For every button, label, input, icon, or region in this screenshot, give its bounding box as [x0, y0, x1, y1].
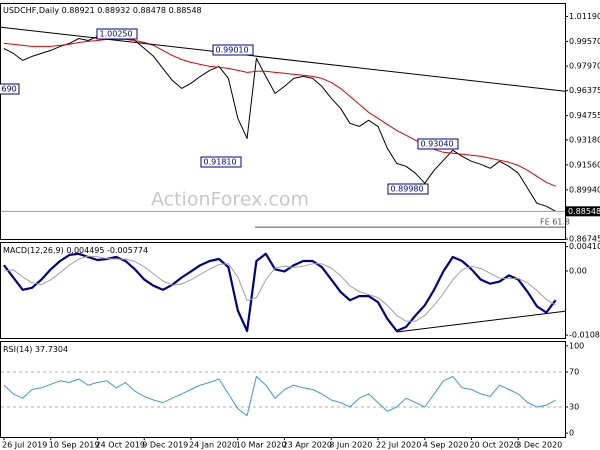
series-line — [3, 38, 556, 187]
y-tick-label: 0.96375 — [569, 86, 600, 95]
series-line — [3, 34, 556, 212]
annotation-label: 690 — [2, 85, 17, 94]
x-tick-label: 23 Apr 2020 — [283, 441, 332, 450]
low: 0.88478 — [133, 6, 166, 15]
series-line — [3, 255, 556, 322]
y-tick-label: 0.89940 — [569, 185, 600, 194]
annotation-box — [200, 156, 242, 168]
x-tick-label: 26 Jul 2019 — [2, 441, 47, 450]
annotation-label: 0.91810 — [204, 158, 237, 167]
y-tick-label: -0.010833 — [569, 331, 600, 340]
y-tick-label: 70 — [569, 368, 579, 377]
rsi-panel — [0, 341, 566, 438]
x-tick-label: 9 Dec 2019 — [142, 441, 188, 450]
macd-header: MACD(12,26,9) 0.004495 -0.005774 — [3, 246, 148, 255]
high: 0.88932 — [97, 6, 130, 15]
signal-value: -0.005774 — [107, 246, 148, 255]
x-tick-label: 24 Jan 2020 — [189, 441, 237, 450]
macd-panel — [0, 242, 566, 339]
watermark: ActionForex.com — [151, 189, 309, 211]
annotation-box — [387, 183, 429, 195]
x-tick-label: 24 Oct 2019 — [96, 441, 145, 450]
x-tick-label: 4 Sep 2020 — [423, 441, 469, 450]
y-tick-label: 0.91560 — [569, 160, 600, 169]
fe-label: FE 61.8 — [540, 218, 570, 227]
x-tick-label: 3 Dec 2020 — [516, 441, 562, 450]
y-tick-label: 100 — [569, 341, 584, 350]
annotation-box — [212, 44, 254, 56]
last-price-box — [566, 206, 600, 217]
price-header: USDCHF,Daily 0.88921 0.88932 0.88478 0.8… — [3, 6, 202, 15]
y-tick-label: 0.86745 — [569, 235, 600, 244]
y-tick-label: 1.01190 — [569, 12, 600, 21]
annotation-label: 0.99010 — [216, 46, 249, 55]
annotation-label: 1.00250 — [100, 30, 133, 39]
annotation-box — [417, 138, 459, 150]
open: 0.88921 — [62, 6, 95, 15]
annotation-label: 0.89980 — [391, 185, 424, 194]
x-tick-label: 20 Oct 2020 — [470, 441, 519, 450]
y-tick-label: 0.94755 — [569, 111, 600, 120]
y-tick-label: 0.00 — [569, 266, 587, 275]
macd-title: MACD(12,26,9) — [3, 246, 64, 255]
series-line — [3, 252, 557, 333]
y-tick-label: 0.97970 — [569, 62, 600, 71]
price-panel — [0, 3, 566, 240]
rsi-value: 37.7304 — [35, 345, 68, 354]
y-tick-label: 0.93180 — [569, 135, 600, 144]
y-tick-label: 30 — [569, 402, 579, 411]
x-tick-label: 8 Jun 2020 — [329, 441, 372, 450]
macd-value: 0.004495 — [66, 246, 104, 255]
rsi-header: RSI(14) 37.7304 — [3, 345, 68, 354]
trendline — [0, 26, 566, 92]
support-line — [396, 310, 566, 333]
x-tick-label: 22 Jul 2020 — [376, 441, 421, 450]
x-tick-label: 10 Mar 2020 — [236, 441, 287, 450]
close: 0.88548 — [169, 6, 202, 15]
annotation-label: 0.93040 — [421, 140, 454, 149]
annotation-box — [0, 83, 20, 95]
y-tick-label: 0.004101 — [569, 242, 600, 251]
symbol: USDCHF,Daily — [3, 6, 59, 15]
rsi-title: RSI(14) — [3, 345, 32, 354]
x-tick-label: 10 Sep 2019 — [49, 441, 100, 450]
annotation-box — [96, 28, 138, 40]
y-tick-label: 0.99570 — [569, 37, 600, 46]
y-tick-label: 0 — [569, 429, 574, 438]
last-price-label: 0.88548 — [568, 207, 600, 216]
series-line — [3, 375, 556, 417]
